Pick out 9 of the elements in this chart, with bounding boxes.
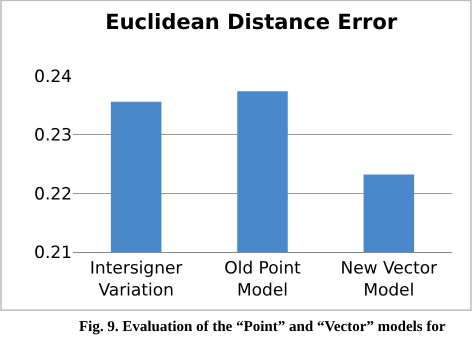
- y-tick-label: 0.21: [34, 242, 72, 263]
- caption: Fig. 9. Evaluation of the “Point” and “Vector” models for: [79, 319, 446, 335]
- x-tick-label: Intersigner Variation: [90, 258, 182, 300]
- y-tick-label: 0.22: [34, 184, 72, 204]
- chart-title: Euclidean Distance Error: [105, 10, 398, 34]
- x-tick-label: New Vector Model: [340, 258, 438, 300]
- x-tick-label: Old Point Model: [224, 258, 302, 300]
- y-tick-label: 0.24: [34, 66, 72, 87]
- y-tick-label: 0.23: [34, 126, 72, 146]
